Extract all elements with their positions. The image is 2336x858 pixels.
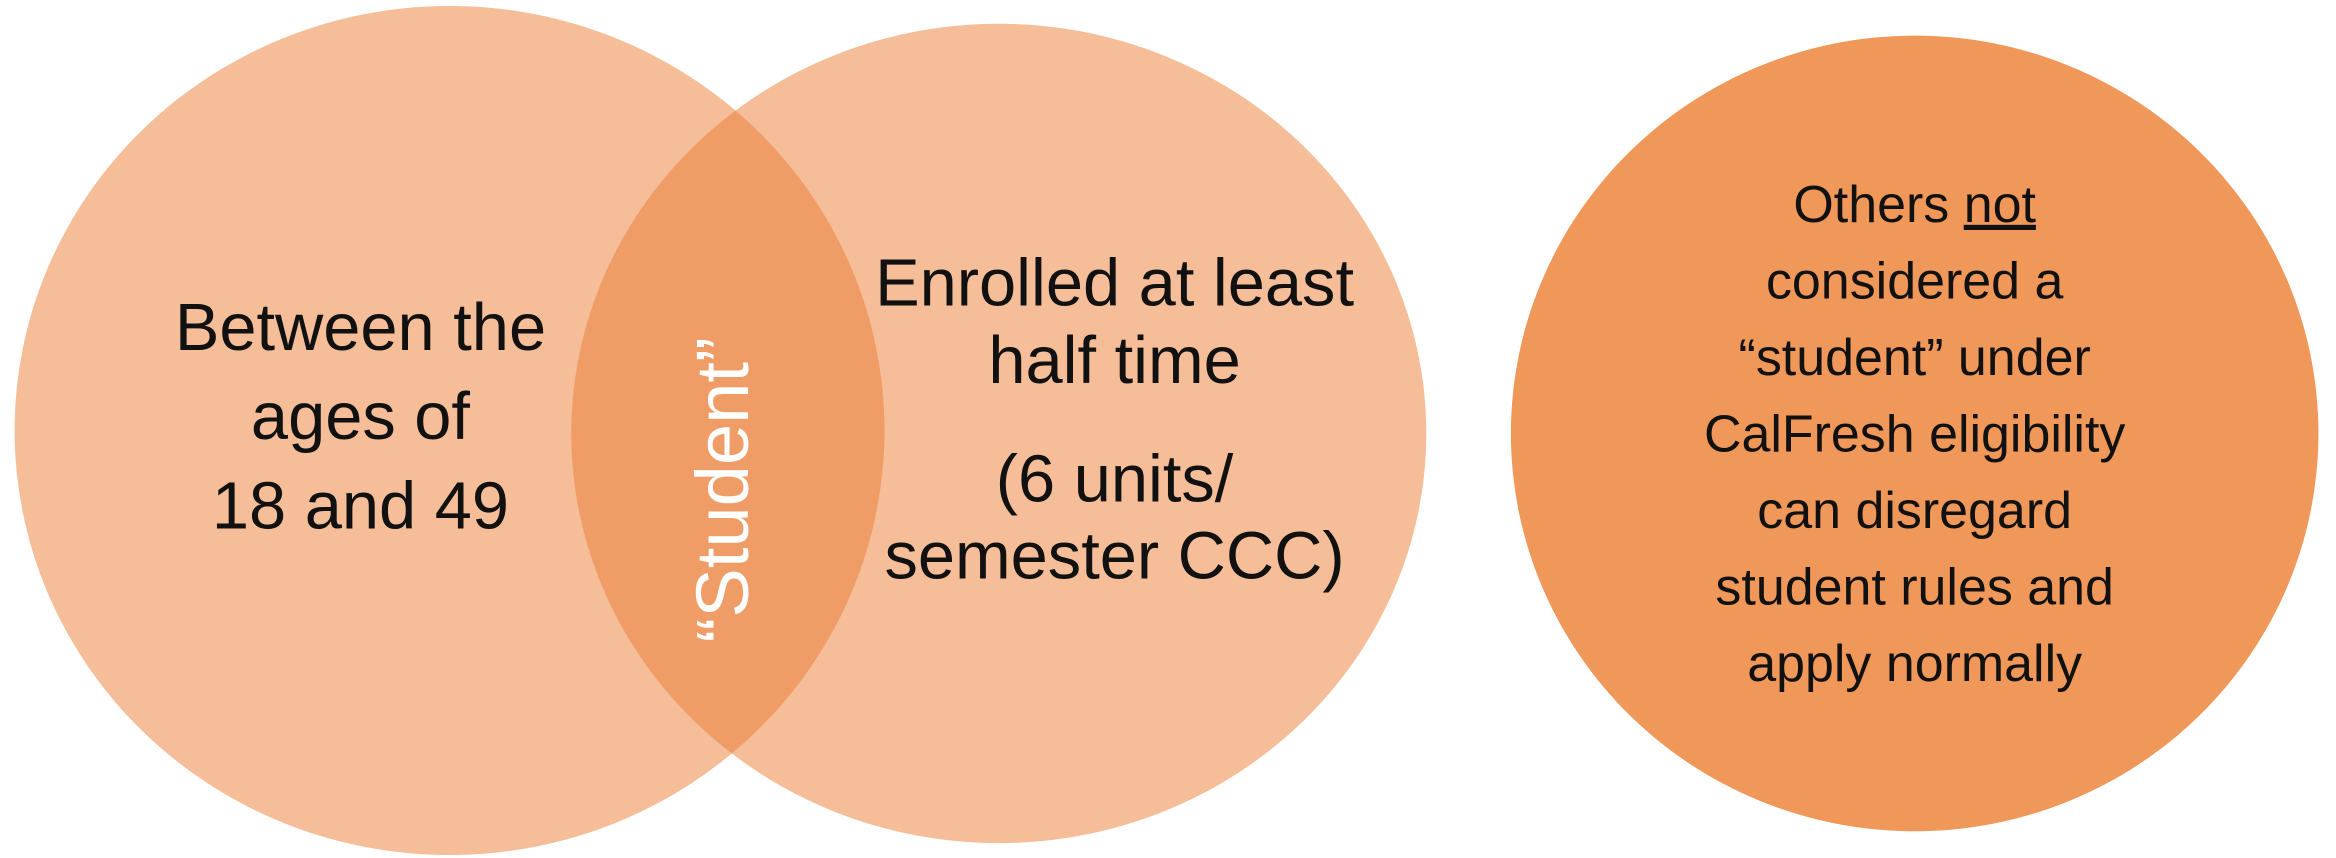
text-line: Between the [175,291,546,365]
text-line: Enrolled at least [875,247,1354,321]
text-line: student rules and [1715,559,2113,617]
text-line: ages of [251,380,471,454]
text-line: can disregard [1757,482,2072,540]
right-text: considered a “student” under CalFresh elig… [1704,253,2125,693]
text-line: considered a [1766,253,2064,311]
text-line: apply normally [1747,635,2082,693]
text-line: CalFresh eligibility [1704,406,2125,464]
text-line: “student” under [1739,329,2091,387]
text-line: 18 and 49 [212,469,509,543]
underlined-text: not [1964,176,2037,234]
left-text: Between the ages of 18 and 49 [175,291,546,543]
text-line: semester CCC) [885,520,1345,594]
text-line: (6 units/ [996,443,1234,517]
right-circle [1510,35,2319,832]
right-first-line: Others not [1793,176,2036,234]
overlap [571,23,885,844]
text-line: half time [988,324,1240,398]
text: Others [1793,176,1949,234]
center-label: “Student” [681,337,764,642]
